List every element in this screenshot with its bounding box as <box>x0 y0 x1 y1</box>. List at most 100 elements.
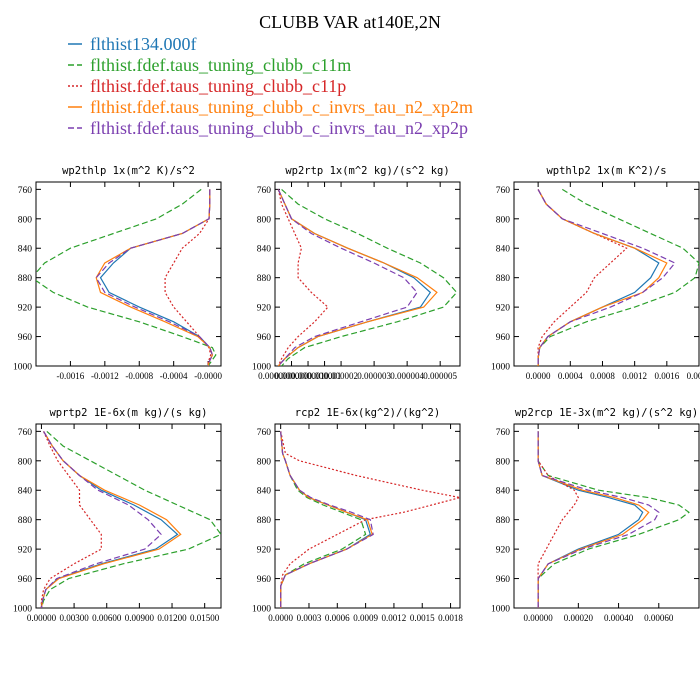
series-line <box>277 189 418 366</box>
panel-title: wp2thlp 1x(m^2 K)/s^2 <box>62 165 195 177</box>
y-tick-label: 800 <box>18 215 33 225</box>
y-tick-label: 1000 <box>13 605 32 615</box>
x-tick-label: 0.00040 <box>604 613 634 623</box>
series-line <box>95 189 214 366</box>
series-line <box>537 431 579 608</box>
y-tick-label: 920 <box>18 546 33 556</box>
x-tick-label: 0.0016 <box>654 371 679 381</box>
y-tick-label: 840 <box>257 487 272 497</box>
y-tick-label: 960 <box>18 333 33 343</box>
chart-panel: wp2rcp 1E-3x(m^2 kg)/(s^2 kg) 760 800 840 88… <box>491 407 700 623</box>
series-line <box>537 189 660 366</box>
x-tick-label: 0.00600 <box>92 613 122 623</box>
y-tick-label: 800 <box>257 457 272 467</box>
y-tick-label: 920 <box>18 304 33 314</box>
series-line <box>40 431 182 608</box>
x-tick-label: 0.000000 <box>275 371 309 381</box>
x-tick-label: 0.00900 <box>125 613 155 623</box>
series-line <box>537 189 676 366</box>
series-line <box>36 188 217 366</box>
x-tick-label: 0.0003 <box>297 613 322 623</box>
y-tick-label: 1000 <box>491 605 510 615</box>
series-line <box>277 189 432 366</box>
x-tick-label: 0.0012 <box>622 371 647 381</box>
series-line <box>95 189 214 366</box>
x-tick-label: 0.01500 <box>190 613 220 623</box>
x-tick-label: 0.0015 <box>410 613 435 623</box>
y-tick-label: 960 <box>257 575 272 585</box>
y-tick-label: 1000 <box>13 363 32 373</box>
series-line <box>537 188 699 366</box>
y-tick-label: 800 <box>496 457 511 467</box>
y-tick-label: 1000 <box>252 363 271 373</box>
x-tick-label: 0.000000 <box>258 371 292 381</box>
y-tick-label: 840 <box>18 245 33 255</box>
y-tick-label: 920 <box>496 304 511 314</box>
series-line <box>40 430 221 608</box>
y-tick-label: 840 <box>18 487 33 497</box>
y-tick-label: 760 <box>18 186 33 196</box>
series-line <box>280 431 374 608</box>
y-tick-label: 1000 <box>491 363 510 373</box>
y-tick-label: 880 <box>496 516 511 526</box>
x-tick-label: 0.000003 <box>357 371 391 381</box>
series-line <box>537 189 668 366</box>
plot-frame <box>274 181 461 367</box>
panel-title: rcp2 1E-6x(kg^2)/(kg^2) <box>295 407 440 419</box>
chart-panel: wp2thlp 1x(m^2 K)/s^2 760 800 840 880 920 960 1… <box>13 165 222 381</box>
x-tick-label: 0.0008 <box>590 371 615 381</box>
panel-title: wpthlp2 1x(m K^2)/s <box>546 165 666 177</box>
x-tick-label: 0.00000 <box>27 613 57 623</box>
series-line <box>280 431 367 608</box>
y-tick-label: 760 <box>496 428 511 438</box>
x-tick-label: -0.0004 <box>160 371 188 381</box>
y-tick-label: 880 <box>257 274 272 284</box>
legend: flthist134.000fflthist.fdef.taus_tuning_… <box>68 34 473 138</box>
y-tick-label: 760 <box>257 428 272 438</box>
plot-frame <box>513 181 700 367</box>
legend-entry: flthist.fdef.taus_tuning_clubb_c_invrs_t… <box>90 97 473 117</box>
x-tick-label: 0.00300 <box>59 613 89 623</box>
y-tick-label: 840 <box>496 245 511 255</box>
x-tick-label: 0.000002 <box>324 371 358 381</box>
x-tick-label: 0.0000 <box>526 371 551 381</box>
series-line <box>164 189 212 366</box>
x-tick-label: -0.0012 <box>91 371 119 381</box>
x-tick-label: 0.00060 <box>644 613 674 623</box>
legend-entry: flthist.fdef.taus_tuning_clubb_c_invrs_t… <box>90 118 468 138</box>
x-tick-label: -0.0016 <box>57 371 85 381</box>
y-tick-label: 880 <box>257 516 272 526</box>
panel-title: wp2rtp 1x(m^2 kg)/(s^2 kg) <box>285 165 449 177</box>
x-tick-label: 0.00020 <box>564 613 594 623</box>
y-tick-label: 960 <box>496 575 511 585</box>
y-tick-label: 920 <box>257 304 272 314</box>
y-tick-label: 960 <box>496 333 511 343</box>
legend-entry: flthist.fdef.taus_tuning_clubb_c11p <box>90 76 346 96</box>
series-line <box>537 431 690 608</box>
series-line <box>537 431 650 608</box>
series-line <box>40 431 162 608</box>
y-tick-label: 840 <box>257 245 272 255</box>
chart-panel: rcp2 1E-6x(kg^2)/(kg^2) 760 800 840 880 920 96… <box>252 407 463 623</box>
x-tick-label: 0.01200 <box>157 613 187 623</box>
plot-frame <box>35 181 222 367</box>
x-tick-label: 0.000001 <box>308 371 342 381</box>
y-tick-label: 960 <box>18 575 33 585</box>
y-tick-label: 800 <box>257 215 272 225</box>
series-line <box>537 431 644 608</box>
y-tick-label: 880 <box>18 274 33 284</box>
series-line <box>277 189 329 366</box>
x-tick-label: 0.0012 <box>382 613 407 623</box>
chart-panel: wprtp2 1E-6x(m kg)/(s kg) 760 800 840 880 920… <box>13 407 222 623</box>
chart-panel: wpthlp2 1x(m K^2)/s 760 800 840 880 920 960 100… <box>491 165 700 381</box>
plot-frame <box>274 423 461 609</box>
x-tick-label: 0.0018 <box>438 613 463 623</box>
legend-entry: flthist.fdef.taus_tuning_clubb_c11m <box>90 55 351 75</box>
figure-title: CLUBB VAR at140E,2N <box>259 12 441 32</box>
panel-title: wprtp2 1E-6x(m kg)/(s kg) <box>49 407 207 419</box>
y-tick-label: 960 <box>257 333 272 343</box>
chart-panel: wp2rtp 1x(m^2 kg)/(s^2 kg) 760 800 840 880 92… <box>252 165 461 381</box>
x-tick-label: 0.0009 <box>353 613 378 623</box>
series-line <box>99 189 214 366</box>
x-tick-label: 0.0000 <box>268 613 293 623</box>
